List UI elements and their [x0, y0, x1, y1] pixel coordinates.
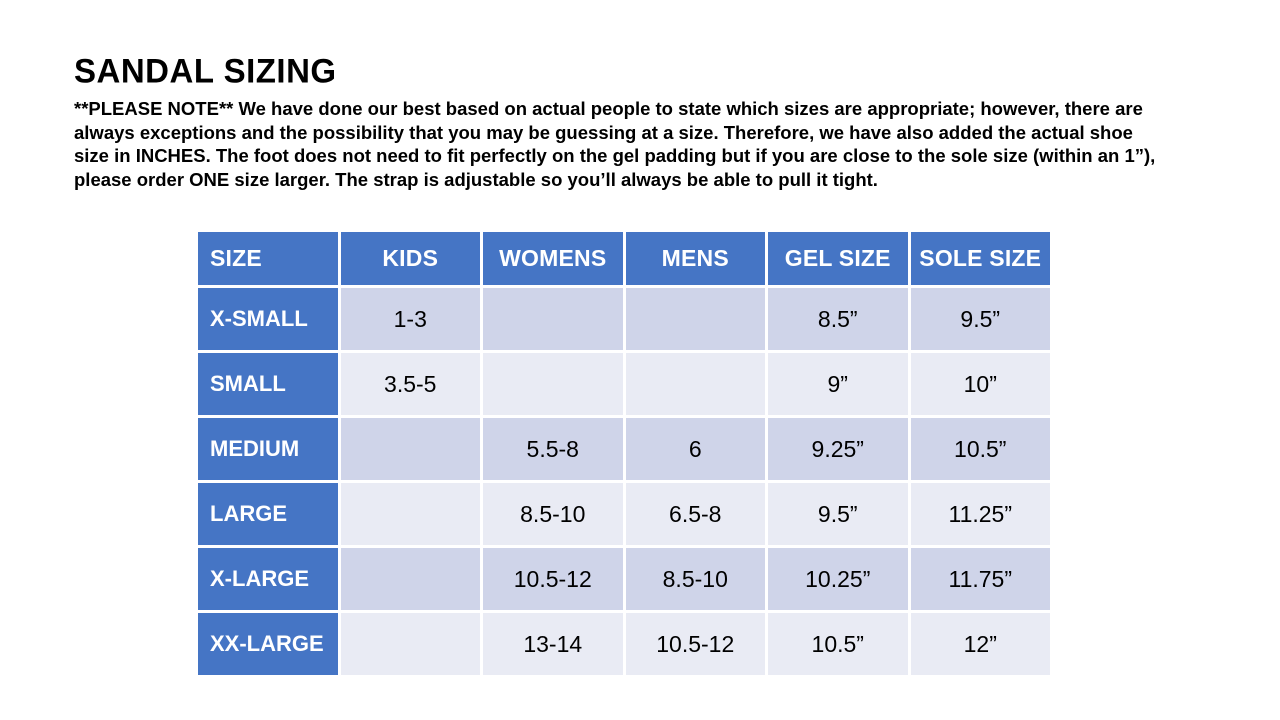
cell-womens	[483, 288, 623, 350]
note-line-4: please order ONE size larger. The strap …	[74, 168, 878, 190]
table-row-x-large: X-LARGE 10.5-12 8.5-10 10.25” 11.75”	[198, 548, 1050, 610]
cell-sole-size: 10”	[910, 353, 1050, 415]
cell-mens	[625, 353, 765, 415]
table-row-large: LARGE 8.5-10 6.5-8 9.5” 11.25”	[198, 483, 1050, 545]
cell-gel-size: 10.25”	[768, 548, 908, 610]
cell-mens: 10.5-12	[625, 613, 765, 675]
cell-gel-size: 8.5”	[768, 288, 908, 350]
cell-mens: 8.5-10	[625, 548, 765, 610]
cell-sole-size: 11.75”	[910, 548, 1050, 610]
note-line-2: always exceptions and the possibility th…	[74, 121, 1133, 143]
cell-womens: 10.5-12	[483, 548, 623, 610]
cell-kids	[340, 613, 480, 675]
column-header-gel-size: GEL SIZE	[768, 232, 908, 285]
row-header-size: XX-LARGE	[198, 613, 338, 675]
column-header-kids: KIDS	[340, 232, 480, 285]
cell-gel-size: 9.5”	[768, 483, 908, 545]
cell-womens: 13-14	[483, 613, 623, 675]
note-line-3: size in INCHES. The foot does not need t…	[74, 145, 1156, 166]
table-row-small: SMALL 3.5-5 9” 10”	[198, 353, 1050, 415]
column-header-mens: MENS	[625, 232, 765, 285]
table-header-row: SIZE KIDS WOMENS MENS GEL SIZE SOLE SIZE	[198, 232, 1050, 285]
cell-womens: 5.5-8	[483, 418, 623, 480]
table-row-xx-large: XX-LARGE 13-14 10.5-12 10.5” 12”	[198, 613, 1050, 675]
cell-mens: 6	[625, 418, 765, 480]
cell-kids	[340, 483, 480, 545]
row-header-size: X-LARGE	[198, 548, 338, 610]
page-title: SANDAL SIZING	[74, 51, 337, 90]
cell-kids: 1-3	[340, 288, 480, 350]
cell-sole-size: 12”	[910, 613, 1050, 675]
row-header-size: X-SMALL	[198, 288, 338, 350]
cell-kids: 3.5-5	[340, 353, 480, 415]
cell-kids	[340, 548, 480, 610]
cell-gel-size: 9”	[768, 353, 908, 415]
cell-mens: 6.5-8	[625, 483, 765, 545]
sandal-sizing-table: SIZE KIDS WOMENS MENS GEL SIZE SOLE SIZE…	[195, 229, 1053, 678]
cell-sole-size: 11.25”	[910, 483, 1050, 545]
column-header-womens: WOMENS	[483, 232, 623, 285]
table-row-x-small: X-SMALL 1-3 8.5” 9.5”	[198, 288, 1050, 350]
cell-gel-size: 10.5”	[768, 613, 908, 675]
cell-gel-size: 9.25”	[768, 418, 908, 480]
cell-kids	[340, 418, 480, 480]
column-header-size: SIZE	[198, 232, 338, 285]
cell-sole-size: 9.5”	[910, 288, 1050, 350]
note-line-1: **PLEASE NOTE** We have done our best ba…	[74, 98, 1143, 119]
note-paragraph: **PLEASE NOTE** We have done our best ba…	[74, 97, 1155, 191]
cell-womens	[483, 353, 623, 415]
cell-mens	[625, 288, 765, 350]
cell-sole-size: 10.5”	[910, 418, 1050, 480]
row-header-size: SMALL	[198, 353, 338, 415]
cell-womens: 8.5-10	[483, 483, 623, 545]
row-header-size: MEDIUM	[198, 418, 338, 480]
row-header-size: LARGE	[198, 483, 338, 545]
column-header-sole-size: SOLE SIZE	[910, 232, 1050, 285]
table-row-medium: MEDIUM 5.5-8 6 9.25” 10.5”	[198, 418, 1050, 480]
